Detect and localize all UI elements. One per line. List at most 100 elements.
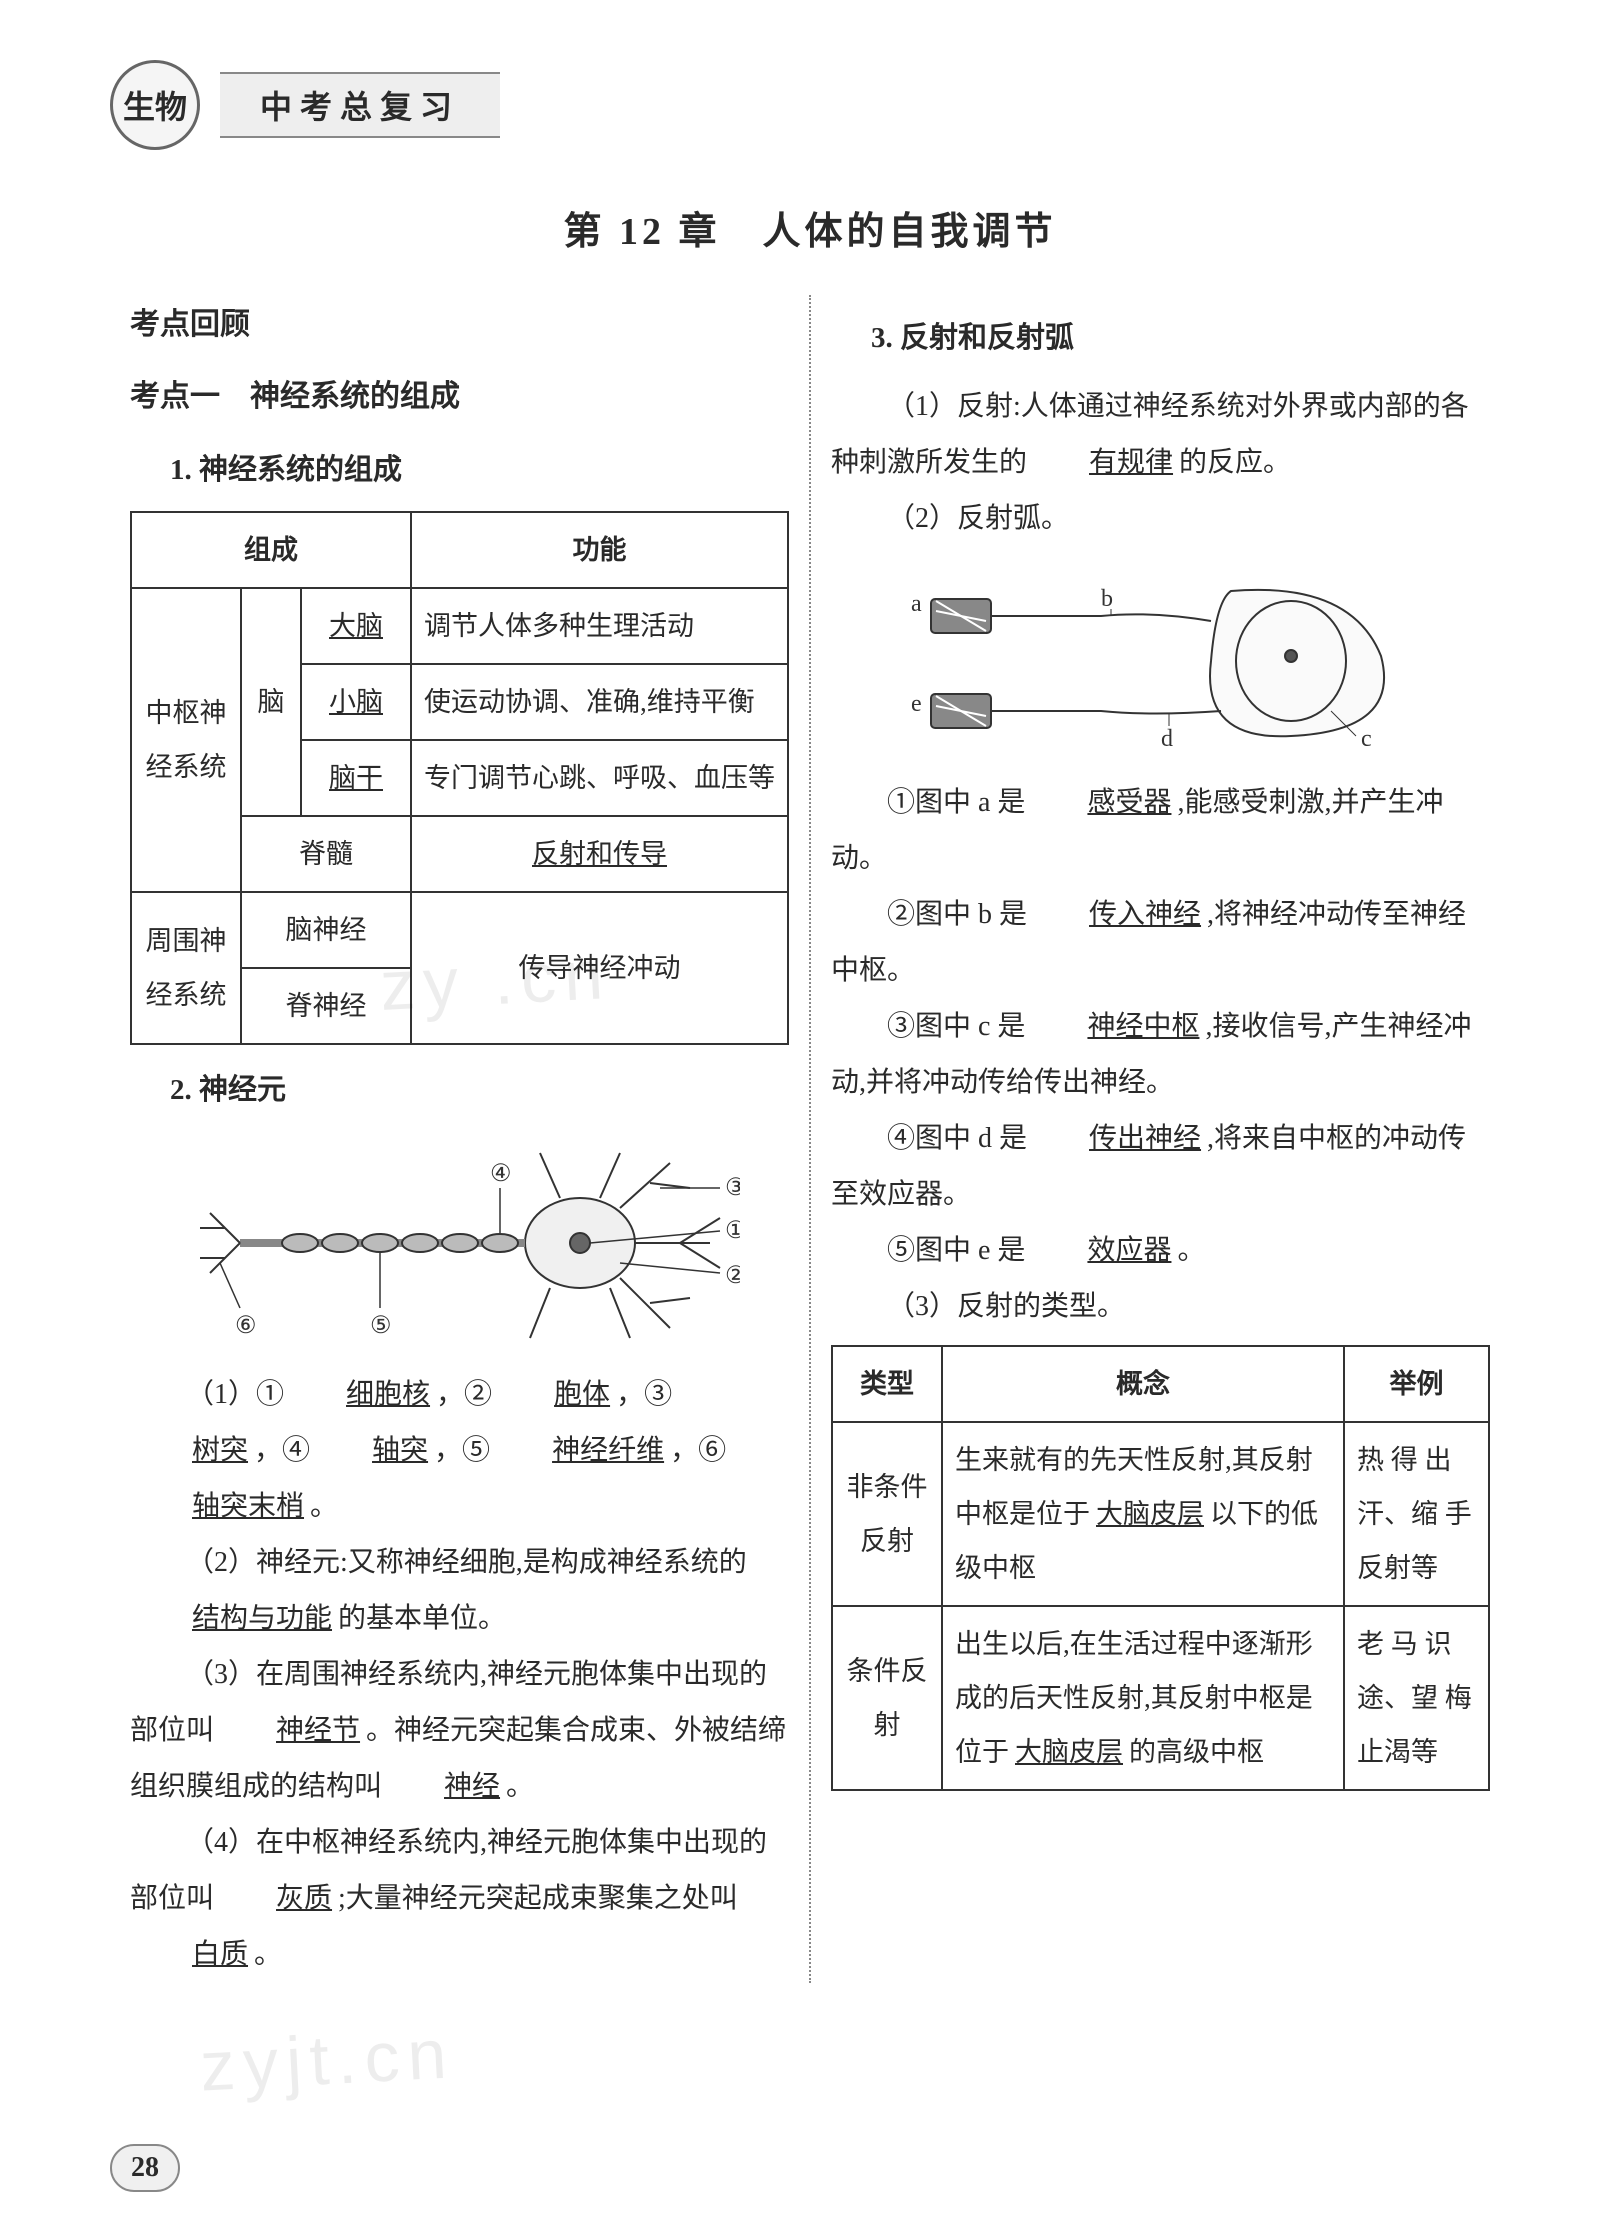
q2-1-a3: 树突 <box>130 1423 254 1479</box>
cell-type2: 条件反射 <box>832 1606 942 1790</box>
kaodian1-heading: 考点一 神经系统的组成 <box>130 367 789 427</box>
reflex-label-b: b <box>1101 586 1113 612</box>
header-title: 中考总复习 <box>220 72 500 138</box>
nervous-system-table: 组成 功能 中枢神经系统 脑 大脑 调节人体多种生理活动 小脑 使运动协调、准确… <box>130 511 789 1045</box>
q2-3-t3: 。 <box>506 1771 534 1802</box>
post: 。 <box>1177 1235 1205 1266</box>
cell-jishenjing: 脊神经 <box>241 968 411 1044</box>
th-function: 功能 <box>411 512 788 588</box>
q3-item-4: ④图中 d 是传出神经,将来自中枢的冲动传至效应器。 <box>831 1111 1490 1223</box>
q2-3: （3）在周围神经系统内,神经元胞体集中出现的部位叫神经节。神经元突起集合成束、外… <box>130 1647 789 1815</box>
table-header-row: 类型 概念 举例 <box>832 1346 1489 1422</box>
neuron-label-4: ④ <box>490 1161 512 1187</box>
c2-ans: 大脑皮层 <box>1009 1725 1129 1779</box>
q2-1-a5: 神经纤维 <box>490 1423 670 1479</box>
cell-naoshenjing: 脑神经 <box>241 892 411 968</box>
sep: ，⑥ <box>670 1435 726 1466</box>
reflex-label-c: c <box>1361 726 1372 752</box>
cell-naogan: 脑干 <box>301 740 411 816</box>
q2-2-t2: 的基本单位。 <box>338 1603 506 1634</box>
th-concept: 概念 <box>942 1346 1344 1422</box>
right-column: 3. 反射和反射弧 （1）反射:人体通过神经系统对外界或内部的各种刺激所发生的有… <box>811 295 1510 1983</box>
ans: 效应器 <box>1025 1223 1177 1279</box>
page-number: 28 <box>110 2144 180 2192</box>
ans: 神经中枢 <box>1025 999 1205 1055</box>
reflex-label-d: d <box>1161 726 1173 752</box>
q2-1-suffix: 。 <box>310 1491 338 1522</box>
q2-4: （4）在中枢神经系统内,神经元胞体集中出现的部位叫灰质;大量神经元突起成束聚集之… <box>130 1815 789 1983</box>
sep: ，⑤ <box>434 1435 490 1466</box>
two-column-layout: 考点回顾 考点一 神经系统的组成 1. 神经系统的组成 组成 功能 中枢神经系统… <box>110 295 1510 1983</box>
watermark: zyjt.cn <box>198 2013 456 2106</box>
pre: ①图中 a 是 <box>887 787 1025 818</box>
table-row: 非条件反射 生来就有的先天性反射,其反射中枢是位于大脑皮层以下的低级中枢 热 得… <box>832 1422 1489 1606</box>
sep: ，② <box>436 1379 492 1410</box>
q2-3-a1: 神经节 <box>214 1703 366 1759</box>
c2-post: 的高级中枢 <box>1129 1737 1264 1767</box>
cell-pns-fn: 传导神经冲动 <box>411 892 788 1044</box>
reflex-arc-diagram: a b c d e <box>831 561 1490 761</box>
ans-jisui-fn: 反射和传导 <box>526 827 673 881</box>
q2-4-t3: 。 <box>254 1939 282 1970</box>
page-header: 生物 中考总复习 <box>110 60 1510 150</box>
kaodian-huigu-heading: 考点回顾 <box>130 295 789 355</box>
cell-danao: 大脑 <box>301 588 411 664</box>
ans-naogan: 脑干 <box>323 751 389 805</box>
neuron-label-2: ② <box>725 1263 740 1289</box>
q3-item-1: ①图中 a 是感受器,能感受刺激,并产生冲动。 <box>831 775 1490 887</box>
ans-danao: 大脑 <box>323 599 389 653</box>
cell-naogan-fn: 专门调节心跳、呼吸、血压等 <box>411 740 788 816</box>
table-row: 中枢神经系统 脑 大脑 调节人体多种生理活动 <box>131 588 788 664</box>
neuron-label-5: ⑤ <box>370 1313 392 1339</box>
ans: 传出神经 <box>1027 1111 1207 1167</box>
table-header-row: 组成 功能 <box>131 512 788 588</box>
th-type: 类型 <box>832 1346 942 1422</box>
cell-type1: 非条件反射 <box>832 1422 942 1606</box>
cell-concept2: 出生以后,在生活过程中逐渐形成的后天性反射,其反射中枢是位于大脑皮层的高级中枢 <box>942 1606 1344 1790</box>
q2-1: （1）①细胞核，②胞体，③树突，④轴突，⑤神经纤维，⑥轴突末梢。 <box>130 1367 789 1535</box>
table-row: 条件反射 出生以后,在生活过程中逐渐形成的后天性反射,其反射中枢是位于大脑皮层的… <box>832 1606 1489 1790</box>
neuron-svg: ① ② ③ ④ ⑤ ⑥ <box>180 1133 740 1353</box>
q2-1-a6: 轴突末梢 <box>130 1479 310 1535</box>
q2-2-ans: 结构与功能 <box>130 1591 338 1647</box>
q2-2-t1: （2）神经元:又称神经细胞,是构成神经系统的 <box>186 1547 747 1578</box>
q3-2-label: （2）反射弧。 <box>831 491 1490 547</box>
cell-jisui-fn: 反射和传导 <box>411 816 788 892</box>
neuron-label-1: ① <box>725 1218 740 1244</box>
sep: ，③ <box>616 1379 672 1410</box>
neuron-label-6: ⑥ <box>235 1313 257 1339</box>
q2-1-prefix: （1）① <box>186 1379 284 1410</box>
reflex-label-a: a <box>911 591 922 617</box>
q2-1-a1: 细胞核 <box>284 1367 436 1423</box>
q2-1-a4: 轴突 <box>310 1423 434 1479</box>
q2-2: （2）神经元:又称神经细胞,是构成神经系统的结构与功能的基本单位。 <box>130 1535 789 1647</box>
cell-example2: 老 马 识途、望 梅止渴等 <box>1344 1606 1489 1790</box>
pre: ②图中 b 是 <box>887 899 1027 930</box>
q3-item-2: ②图中 b 是传入神经,将神经冲动传至神经中枢。 <box>831 887 1490 999</box>
cell-jisui: 脊髓 <box>241 816 411 892</box>
neuron-label-3: ③ <box>725 1175 740 1201</box>
pre: ③图中 c 是 <box>887 1011 1025 1042</box>
section-2-heading: 2. 神经元 <box>170 1061 789 1119</box>
ans-xiaonao: 小脑 <box>323 675 389 729</box>
q2-4-a2: 白质 <box>130 1927 254 1983</box>
th-composition: 组成 <box>131 512 411 588</box>
q3-3-label: （3）反射的类型。 <box>831 1279 1490 1335</box>
cell-concept1: 生来就有的先天性反射,其反射中枢是位于大脑皮层以下的低级中枢 <box>942 1422 1344 1606</box>
left-column: 考点回顾 考点一 神经系统的组成 1. 神经系统的组成 组成 功能 中枢神经系统… <box>110 295 809 1983</box>
cell-danao-fn: 调节人体多种生理活动 <box>411 588 788 664</box>
reflex-label-e: e <box>911 691 922 717</box>
cell-example1: 热 得 出汗、缩 手反射等 <box>1344 1422 1489 1606</box>
cell-cns: 中枢神经系统 <box>131 588 241 892</box>
neuron-diagram: ① ② ③ ④ ⑤ ⑥ <box>130 1133 789 1353</box>
ans: 传入神经 <box>1027 887 1207 943</box>
pre: ④图中 d 是 <box>887 1123 1027 1154</box>
pre: ⑤图中 e 是 <box>887 1235 1025 1266</box>
c1-ans: 大脑皮层 <box>1090 1487 1210 1541</box>
chapter-title: 第 12 章 人体的自我调节 <box>110 200 1510 255</box>
reflex-type-table: 类型 概念 举例 非条件反射 生来就有的先天性反射,其反射中枢是位于大脑皮层以下… <box>831 1345 1490 1791</box>
q2-4-a1: 灰质 <box>214 1871 338 1927</box>
cell-xiaonao-fn: 使运动协调、准确,维持平衡 <box>411 664 788 740</box>
sep: ，④ <box>254 1435 310 1466</box>
q2-3-a2: 神经 <box>382 1759 506 1815</box>
